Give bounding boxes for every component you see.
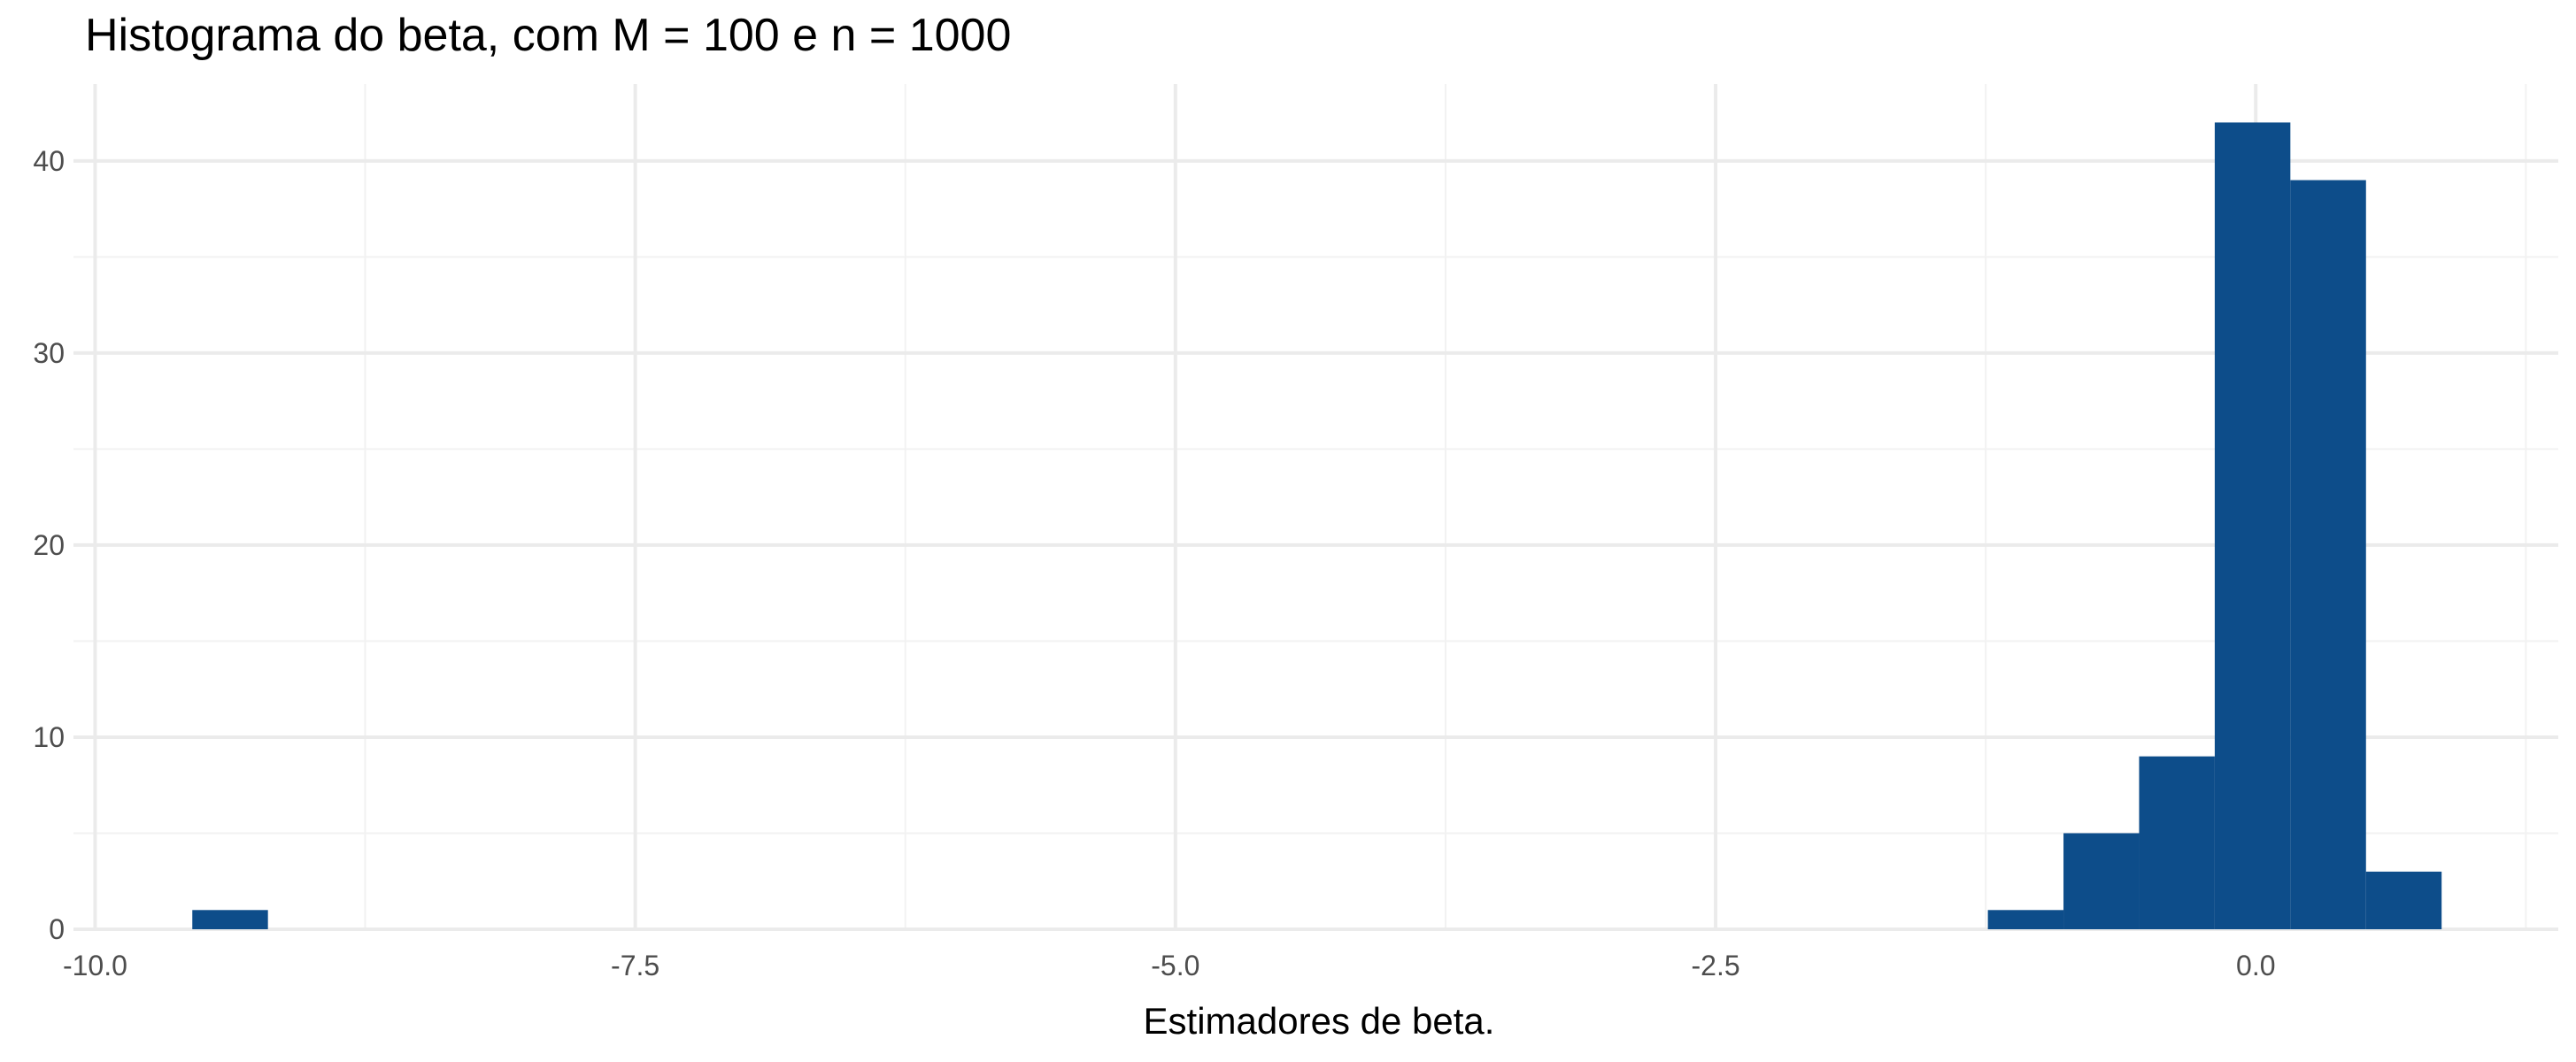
x-tick-label: -10.0 [63,950,127,981]
histogram-bar [1987,910,2064,929]
x-tick-label: -7.5 [611,950,659,981]
chart-title: Histograma do beta, com M = 100 e n = 10… [85,10,1012,61]
y-tick-label: 20 [33,529,65,561]
y-tick-label: 10 [33,721,65,753]
x-tick-label: -5.0 [1151,950,1199,981]
histogram-bar [2290,180,2366,930]
histogram-bar [2139,756,2215,929]
y-tick-label: 40 [33,145,65,177]
histogram-bar [192,910,268,929]
histogram-bar [2063,833,2140,929]
histogram-bars [192,122,2442,930]
y-tick-label: 0 [49,913,65,945]
x-tick-label: -2.5 [1691,950,1739,981]
major-gridlines [73,84,2558,931]
y-axis-tick-labels: 0 10 20 30 40 [33,145,65,945]
x-axis-title: Estimadores de beta. [1144,1000,1495,1042]
x-tick-label: 0.0 [2236,950,2275,981]
histogram-bar [2214,122,2291,930]
histogram-bar [2365,871,2442,929]
y-tick-label: 30 [33,337,65,369]
x-axis-tick-labels: -10.0 -7.5 -5.0 -2.5 0.0 [63,950,2276,981]
